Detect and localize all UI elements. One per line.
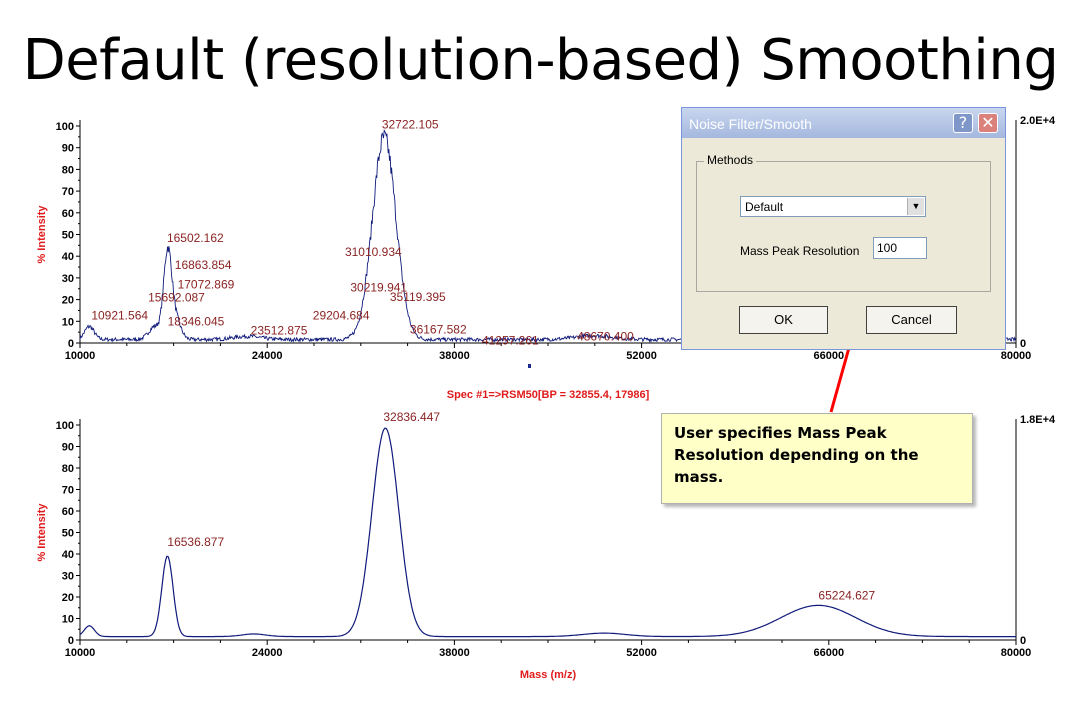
y-tick-label: 10 xyxy=(62,614,74,626)
mass-peak-resolution-input[interactable] xyxy=(873,237,927,259)
method-select[interactable]: Default ▼ xyxy=(740,196,926,217)
y-tick-label: 20 xyxy=(62,592,74,604)
y-tick-label: 10 xyxy=(62,316,74,328)
chevron-down-icon[interactable]: ▼ xyxy=(907,198,924,215)
y-axis-title: % Intensity xyxy=(36,205,48,264)
y-tick-label: 0 xyxy=(68,635,74,647)
x-tick-label: 24000 xyxy=(252,350,283,362)
x-tick-label: 10000 xyxy=(65,350,96,362)
callout-note: User specifies Mass Peak Resolution depe… xyxy=(661,413,973,504)
x-axis-title: Mass (m/z) xyxy=(520,669,577,681)
help-button[interactable]: ? xyxy=(953,113,973,133)
x-tick-label: 38000 xyxy=(439,647,470,659)
peak-label: 31010.934 xyxy=(345,245,402,259)
peak-label: 36167.582 xyxy=(410,323,467,337)
x-tick-label: 38000 xyxy=(439,350,470,362)
x-tick-label: 80000 xyxy=(1001,647,1032,659)
peak-label: 10921.564 xyxy=(91,308,148,322)
cancel-button[interactable]: Cancel xyxy=(866,306,957,334)
methods-label: Methods xyxy=(704,153,757,167)
y-tick-label: 70 xyxy=(62,186,74,198)
y-tick-label: 100 xyxy=(56,121,74,133)
peak-label: 18346.045 xyxy=(168,315,225,329)
peak-label: 32722.105 xyxy=(382,118,439,132)
y-tick-label: 60 xyxy=(62,208,74,220)
peak-label: 15692.087 xyxy=(148,291,205,305)
y-tick-label: 60 xyxy=(62,506,74,518)
chart-panel-top-raw: 0 10 20 30 40 50 60 70 80 90 100 10000 24000 38000 520… xyxy=(36,115,1056,362)
peak-label: 35119.395 xyxy=(390,290,446,304)
y-tick-label: 20 xyxy=(62,295,74,307)
right-axis-zero-label: 0 xyxy=(1020,635,1026,647)
y-tick-label: 50 xyxy=(62,230,74,242)
x-tick-label: 66000 xyxy=(814,647,845,659)
y-tick-label: 0 xyxy=(68,338,74,350)
peak-label: 48670.400 xyxy=(577,329,634,343)
slide-title: Default (resolution-based) Smoothing xyxy=(22,28,1059,93)
x-tick-label: 52000 xyxy=(626,647,657,659)
peak-label: 16863.854 xyxy=(175,258,232,272)
y-tick-label: 40 xyxy=(62,251,74,263)
y-tick-label: 90 xyxy=(62,143,74,155)
peak-label: 23512.875 xyxy=(251,323,308,337)
peak-label: 16536.877 xyxy=(167,535,224,549)
dialog-title: Noise Filter/Smooth xyxy=(689,116,812,132)
x-tick-label: 10000 xyxy=(65,647,96,659)
dialog-titlebar[interactable]: Noise Filter/Smooth ? ✕ xyxy=(682,108,1005,138)
right-axis-zero-label: 0 xyxy=(1020,338,1026,350)
methods-group xyxy=(696,161,991,292)
y-tick-label: 50 xyxy=(62,528,74,540)
y-tick-label: 30 xyxy=(62,273,74,285)
axis-marker xyxy=(528,364,531,368)
peak-label: 16502.162 xyxy=(167,231,224,245)
ok-button[interactable]: OK xyxy=(739,306,828,334)
spectrum-trace xyxy=(79,427,1016,638)
peak-label: 41257.261 xyxy=(482,333,539,347)
close-button[interactable]: ✕ xyxy=(978,113,998,133)
y-tick-label: 80 xyxy=(62,164,74,176)
peak-label: 17072.869 xyxy=(178,278,235,292)
y-tick-label: 100 xyxy=(56,420,74,432)
y-tick-label: 90 xyxy=(62,442,74,454)
peak-label: 65224.627 xyxy=(818,589,875,603)
y-axis-title: % Intensity xyxy=(36,503,48,562)
y-tick-label: 30 xyxy=(62,571,74,583)
method-select-value: Default xyxy=(745,200,784,214)
y-tick-label: 80 xyxy=(62,463,74,475)
right-axis-max-label: 2.0E+4 xyxy=(1020,115,1056,127)
x-tick-label: 24000 xyxy=(252,647,283,659)
chart-title: Spec #1=>RSM50[BP = 32855.4, 17986] xyxy=(447,389,650,401)
mass-peak-resolution-label: Mass Peak Resolution xyxy=(740,244,860,258)
peak-label: 29204.684 xyxy=(313,308,370,322)
peak-label: 30219.941 xyxy=(350,280,407,294)
chart-panel-bottom-smoothed: 0 10 20 30 40 50 60 70 80 90 100 10000 24000 38000 520… xyxy=(36,389,1056,681)
peak-label: 32836.447 xyxy=(383,410,440,424)
right-axis-max-label: 1.8E+4 xyxy=(1020,414,1056,426)
x-tick-label: 66000 xyxy=(814,350,845,362)
x-tick-label: 52000 xyxy=(626,350,657,362)
noise-filter-dialog: Noise Filter/Smooth ? ✕ Methods Default … xyxy=(681,107,1006,350)
x-tick-label: 80000 xyxy=(1001,350,1032,362)
y-tick-label: 40 xyxy=(62,549,74,561)
y-tick-label: 70 xyxy=(62,485,74,497)
